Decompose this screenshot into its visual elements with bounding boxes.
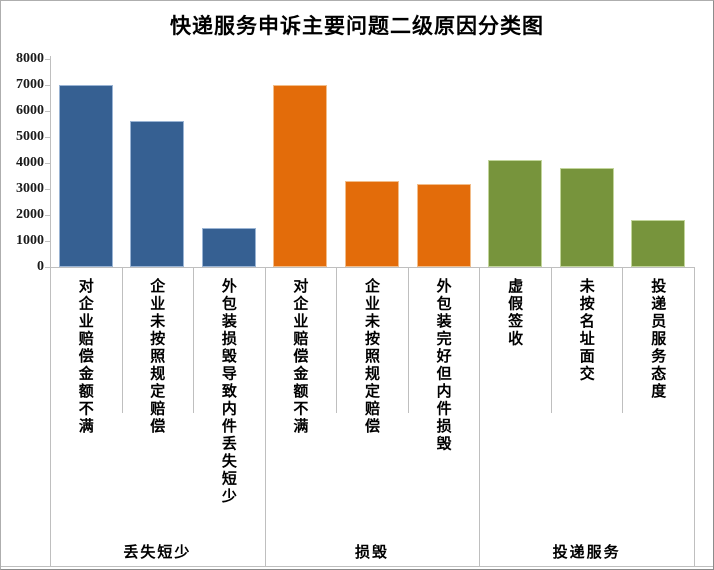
y-axis-tick bbox=[45, 188, 50, 190]
y-axis-tick bbox=[45, 136, 50, 138]
y-axis-tick-label: 3000 bbox=[16, 181, 44, 196]
y-axis-tick bbox=[45, 240, 50, 242]
axis-bottom-line bbox=[1, 566, 713, 567]
bar-未按名址面交 bbox=[559, 168, 614, 267]
bar-对企业赔偿金额不满 bbox=[273, 85, 328, 267]
group-separator bbox=[479, 267, 481, 566]
group-label: 丢失短少 bbox=[123, 543, 192, 561]
y-axis-line bbox=[50, 56, 51, 567]
category-label: 投递员服务态度 bbox=[649, 278, 668, 401]
category-label: 未按名址面交 bbox=[577, 278, 596, 383]
y-axis-tick-label: 0 bbox=[37, 259, 44, 274]
bar-外包装完好但内件损毁 bbox=[416, 184, 471, 267]
category-separator bbox=[407, 267, 409, 413]
category-separator bbox=[622, 267, 624, 413]
y-axis-tick bbox=[45, 58, 50, 60]
category-separator bbox=[193, 267, 195, 413]
category-label: 虚假签收 bbox=[506, 278, 525, 348]
bar-对企业赔偿金额不满 bbox=[58, 85, 113, 267]
bar-外包装损毁导致内件丢失短少 bbox=[201, 228, 256, 267]
y-axis-tick bbox=[45, 84, 50, 86]
bar-虚假签收 bbox=[488, 160, 543, 267]
category-label: 外包装损毁导致内件丢失短少 bbox=[219, 278, 238, 506]
category-label: 对企业赔偿金额不满 bbox=[76, 278, 95, 436]
y-axis-tick-label: 8000 bbox=[16, 51, 44, 66]
category-separator bbox=[550, 267, 552, 413]
bar-企业未按照规定赔偿 bbox=[130, 121, 185, 267]
chart-title: 快递服务申诉主要问题二级原因分类图 bbox=[170, 14, 544, 38]
y-axis-tick bbox=[45, 162, 50, 164]
category-label: 对企业赔偿金额不满 bbox=[291, 278, 310, 436]
y-axis-tick bbox=[45, 110, 50, 112]
category-label: 企业未按照规定赔偿 bbox=[148, 278, 167, 436]
category-label: 外包装完好但内件损毁 bbox=[434, 278, 453, 453]
group-label: 损毁 bbox=[355, 543, 390, 561]
y-axis-tick-label: 5000 bbox=[16, 129, 44, 144]
bar-投递员服务态度 bbox=[631, 220, 686, 267]
y-axis-tick bbox=[45, 266, 50, 268]
y-axis-tick bbox=[45, 214, 50, 216]
y-axis-tick-label: 4000 bbox=[16, 155, 44, 170]
category-separator bbox=[336, 267, 338, 413]
group-separator bbox=[264, 267, 266, 566]
group-label: 投递服务 bbox=[552, 543, 621, 561]
category-separator bbox=[121, 267, 123, 413]
y-axis-tick-label: 6000 bbox=[16, 103, 44, 118]
group-separator bbox=[694, 267, 695, 566]
y-axis-tick-label: 1000 bbox=[16, 233, 44, 248]
bar-企业未按照规定赔偿 bbox=[345, 181, 399, 267]
category-label: 企业未按照规定赔偿 bbox=[363, 278, 381, 436]
x-axis-baseline bbox=[50, 267, 695, 268]
y-axis-tick-label: 2000 bbox=[16, 207, 44, 222]
y-axis-tick-label: 7000 bbox=[16, 77, 44, 92]
